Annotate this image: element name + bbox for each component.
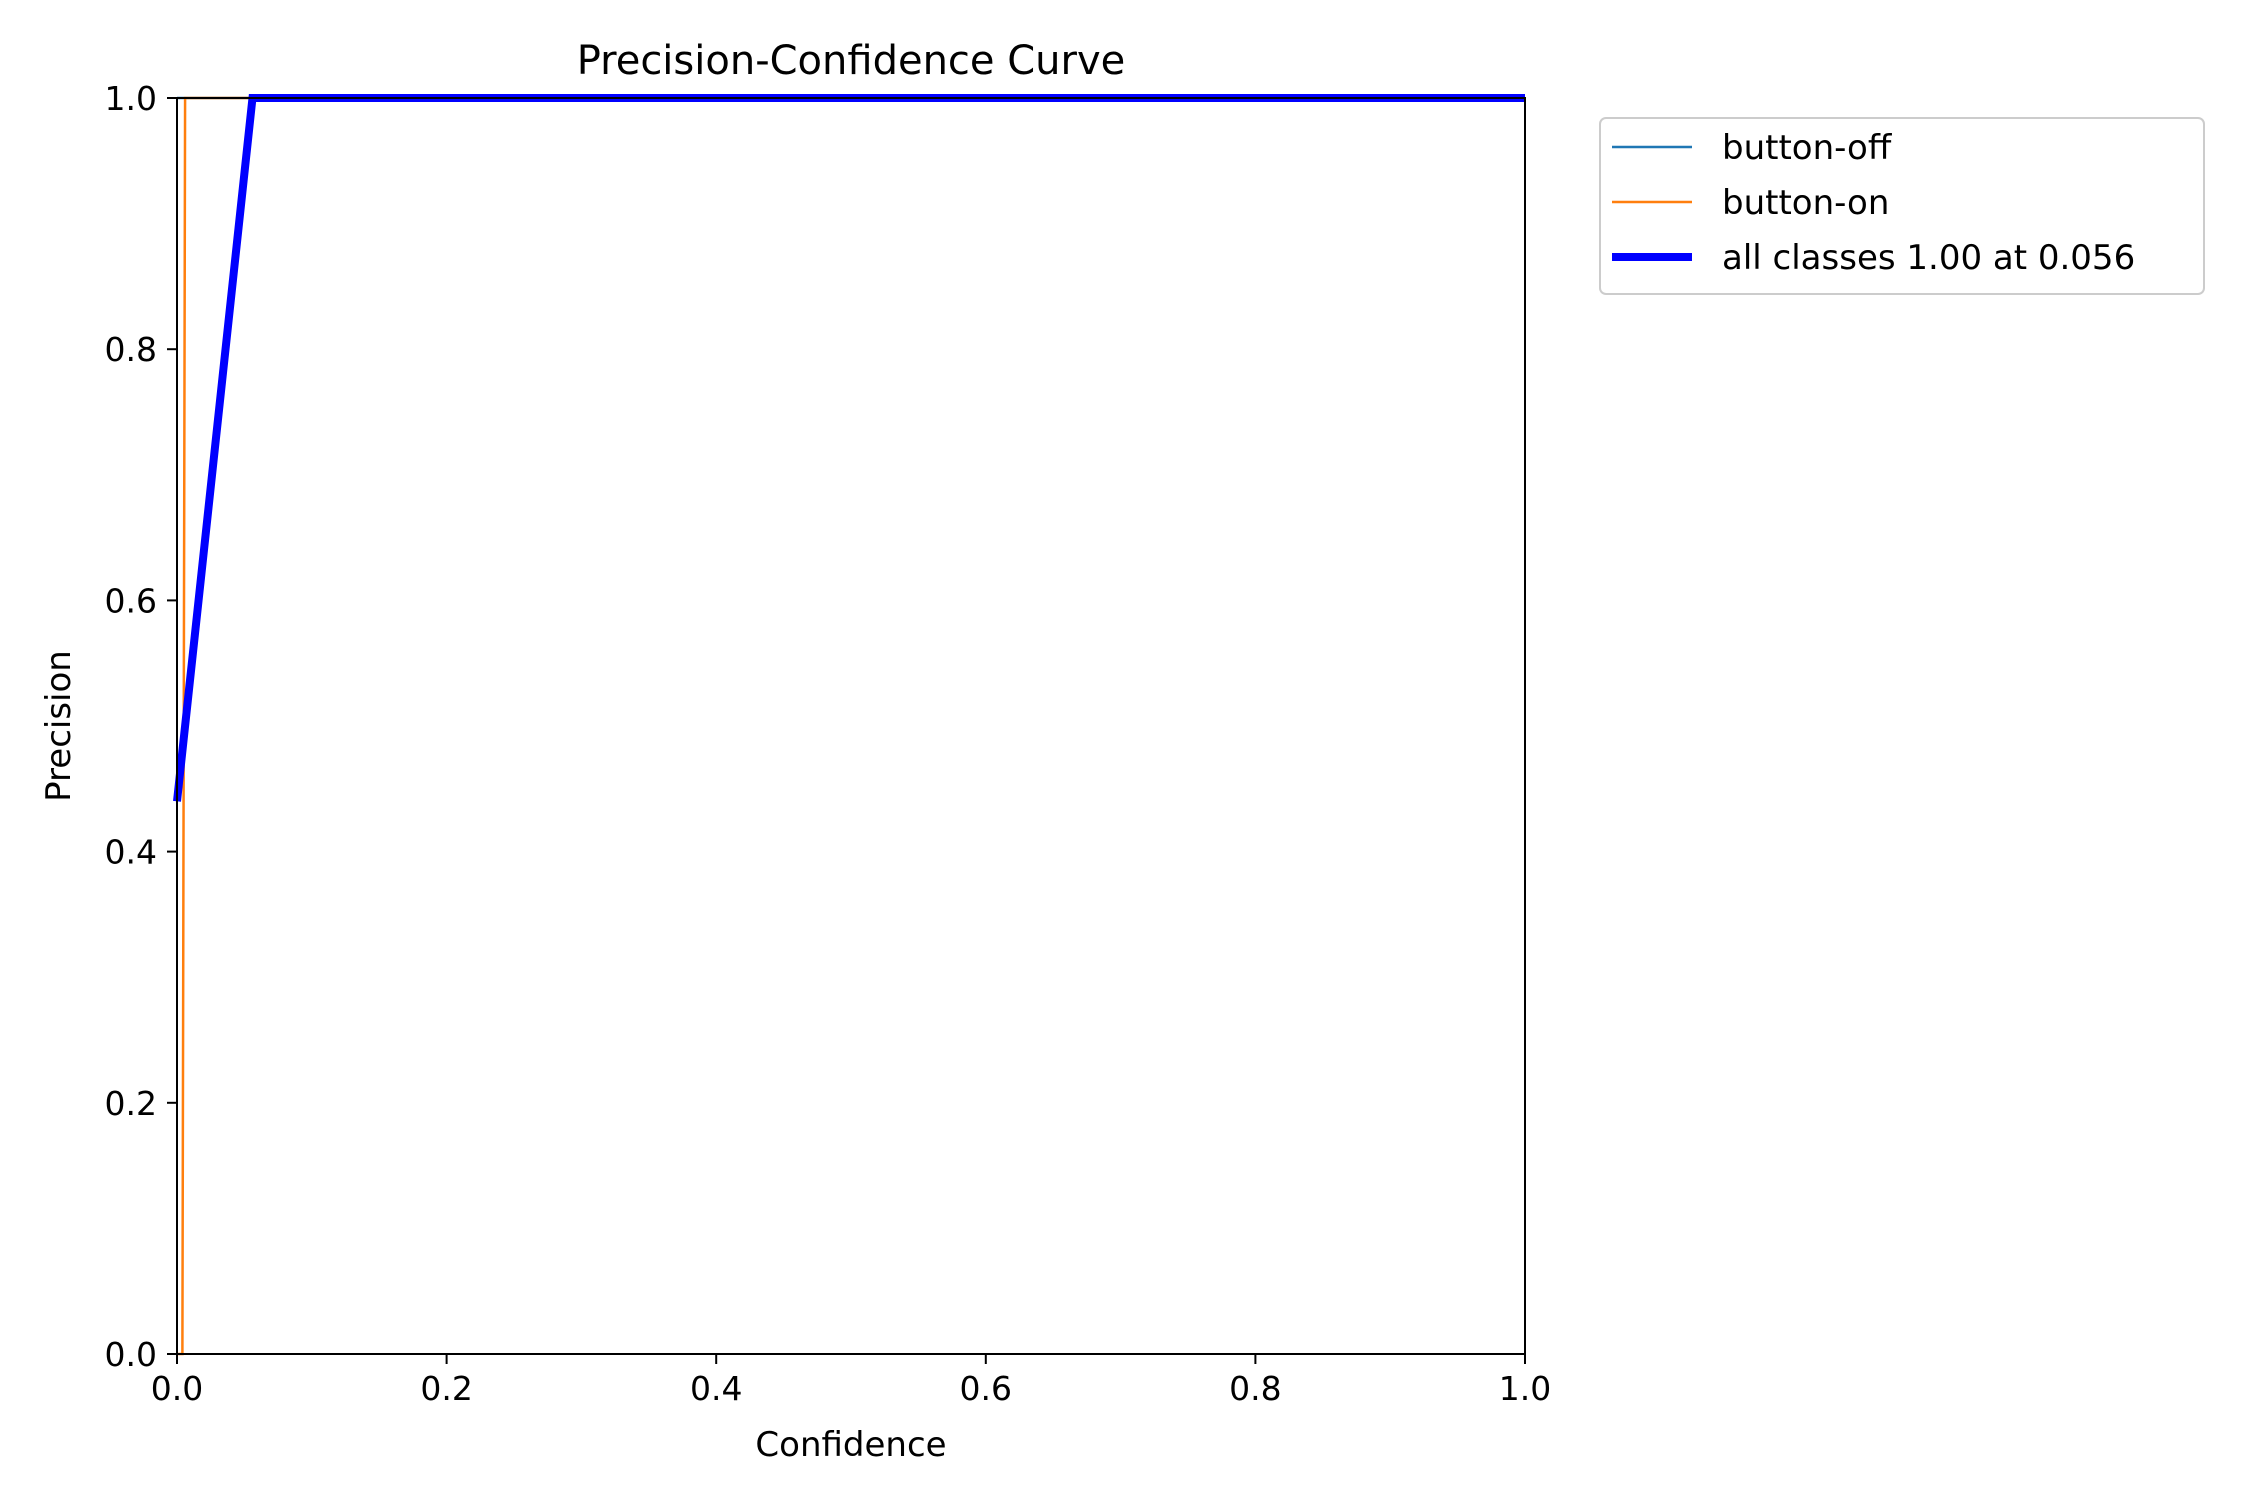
y-tick-label: 0.6 [105, 581, 157, 620]
legend-box [1599, 117, 2205, 295]
y-tick-label: 1.0 [105, 79, 157, 118]
legend-label-button-on: button-on [1722, 183, 1889, 223]
y-tick-label: 0.8 [105, 330, 157, 369]
legend: button-off button-on all classes 1.00 at 0… [1599, 117, 2205, 295]
y-tick-label: 0.4 [105, 833, 157, 872]
x-tick-label: 0.0 [151, 1369, 203, 1408]
x-axis-label: Confidence [755, 1425, 946, 1465]
legend-label-button-off: button-off [1722, 128, 1893, 168]
legend-entries: button-off button-on all classes 1.00 at 0… [1612, 128, 2135, 278]
y-axis-ticks: 0.0 0.2 0.4 0.6 0.8 1.0 [105, 79, 177, 1374]
chart-title: Precision-Confidence Curve [577, 38, 1126, 84]
plot-frame [176, 97, 1526, 1355]
x-tick-label: 1.0 [1499, 1369, 1551, 1408]
y-axis-label: Precision [39, 650, 79, 802]
x-tick-label: 0.2 [420, 1369, 472, 1408]
legend-label-all-classes-1-00-at-0-056: all classes 1.00 at 0.056 [1722, 238, 2135, 278]
x-axis-ticks: 0.0 0.2 0.4 0.6 0.8 1.0 [151, 1354, 1551, 1408]
y-tick-label: 0.0 [105, 1335, 157, 1374]
y-tick-label: 0.2 [105, 1084, 157, 1123]
x-tick-label: 0.6 [960, 1369, 1012, 1408]
x-tick-label: 0.8 [1229, 1369, 1281, 1408]
x-tick-label: 0.4 [690, 1369, 742, 1408]
